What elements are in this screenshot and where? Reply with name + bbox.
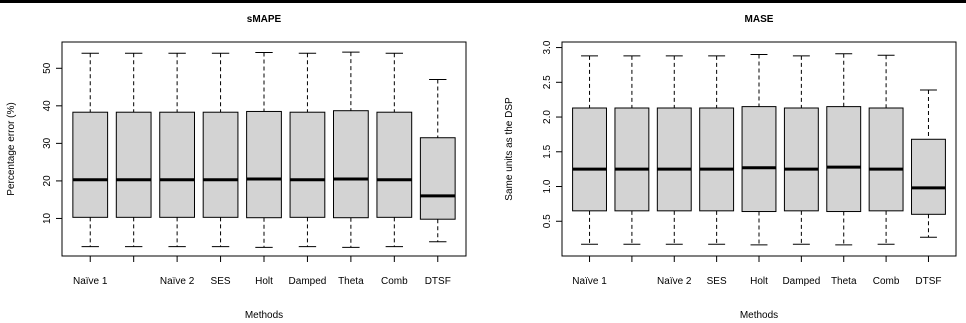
- iqr-box: [868, 107, 904, 212]
- iqr-box: [911, 138, 946, 215]
- x-tick-label: Naïve 1: [73, 276, 108, 287]
- iqr-box: [376, 111, 413, 218]
- y-axis: 10 20 30 40 50: [42, 62, 62, 224]
- x-tick-label: Naïve 1: [572, 276, 607, 287]
- iqr-box: [289, 111, 326, 218]
- x-tick-label: Comb: [873, 276, 900, 287]
- box-na-ve-2: [159, 52, 195, 248]
- chart-title: sMAPE: [247, 14, 282, 25]
- chart-title: MASE: [745, 14, 774, 25]
- y-tick-label: 0.5: [542, 214, 553, 228]
- top-border: [0, 0, 966, 3]
- box-dtsf: [911, 89, 946, 238]
- box-na-ve-2: [656, 55, 692, 245]
- iqr-box: [159, 111, 195, 218]
- x-tick-label: Holt: [750, 276, 768, 287]
- iqr-box: [333, 110, 369, 219]
- y-tick-label: 2.5: [542, 75, 553, 89]
- x-axis: Naïve 1 Naïve 2 SES Holt Damped Theta Comb DTSF: [572, 256, 942, 287]
- box-ses: [699, 55, 735, 245]
- x-tick-label: SES: [211, 276, 231, 287]
- x-tick-label: Comb: [381, 276, 408, 287]
- iqr-box: [656, 107, 692, 212]
- iqr-box: [783, 107, 819, 212]
- x-tick-label: Damped: [782, 276, 820, 287]
- iqr-box: [115, 111, 152, 218]
- box-ses: [202, 52, 239, 248]
- panel-smape: sMAPE Percentage error (%) Methods 10 20 30 40…: [6, 14, 467, 321]
- box-na-ve-1: [572, 55, 607, 245]
- y-tick-label: 40: [42, 100, 53, 112]
- panel-mase: MASE Same units as the DSP Methods 0.5 1.0 1.…: [504, 14, 957, 321]
- y-tick-label: 3.0: [542, 40, 553, 54]
- iqr-box: [246, 110, 282, 219]
- y-tick-label: 30: [42, 137, 53, 149]
- box-damped: [783, 55, 819, 245]
- y-tick-label: 20: [42, 175, 53, 187]
- y-tick-label: 2.0: [542, 110, 553, 124]
- x-tick-label: Naïve 2: [657, 276, 692, 287]
- box-comb: [868, 54, 904, 245]
- x-tick-label: Damped: [289, 276, 327, 287]
- x-axis-label: Methods: [740, 310, 778, 321]
- iqr-box: [741, 106, 777, 213]
- box-holt: [741, 54, 777, 246]
- iqr-box: [202, 111, 239, 218]
- box-holt: [246, 52, 282, 248]
- box-seasonal-na-ve: [614, 55, 650, 245]
- box-comb: [376, 52, 413, 248]
- y-tick-label: 10: [42, 212, 53, 224]
- x-axis-label: Methods: [245, 310, 283, 321]
- iqr-box: [419, 137, 456, 220]
- box-theta: [826, 53, 862, 246]
- x-tick-label: Theta: [338, 276, 364, 287]
- box-seasonal-na-ve: [115, 52, 152, 248]
- x-tick-label: Holt: [255, 276, 273, 287]
- iqr-box: [572, 107, 607, 212]
- x-tick-label: DTSF: [425, 276, 451, 287]
- x-tick-label: Naïve 2: [160, 276, 195, 287]
- y-axis-label: Percentage error (%): [6, 102, 17, 195]
- box-dtsf: [419, 79, 456, 243]
- y-tick-label: 50: [42, 62, 53, 74]
- x-tick-label: Theta: [831, 276, 857, 287]
- x-tick-label: SES: [707, 276, 727, 287]
- iqr-box: [826, 106, 862, 213]
- box-na-ve-1: [72, 52, 109, 248]
- y-axis: 0.5 1.0 1.5 2.0 2.5 3.0: [542, 40, 562, 228]
- iqr-box: [699, 107, 735, 212]
- x-axis: Naïve 1 Naïve 2 SES Holt Damped Theta Comb DTSF: [73, 256, 451, 287]
- box-theta: [333, 51, 369, 248]
- x-tick-label: DTSF: [915, 276, 941, 287]
- box-damped: [289, 52, 326, 248]
- y-axis-label: Same units as the DSP: [504, 97, 515, 201]
- iqr-box: [614, 107, 650, 212]
- iqr-box: [72, 111, 109, 218]
- y-tick-label: 1.5: [542, 144, 553, 158]
- y-tick-label: 1.0: [542, 179, 553, 193]
